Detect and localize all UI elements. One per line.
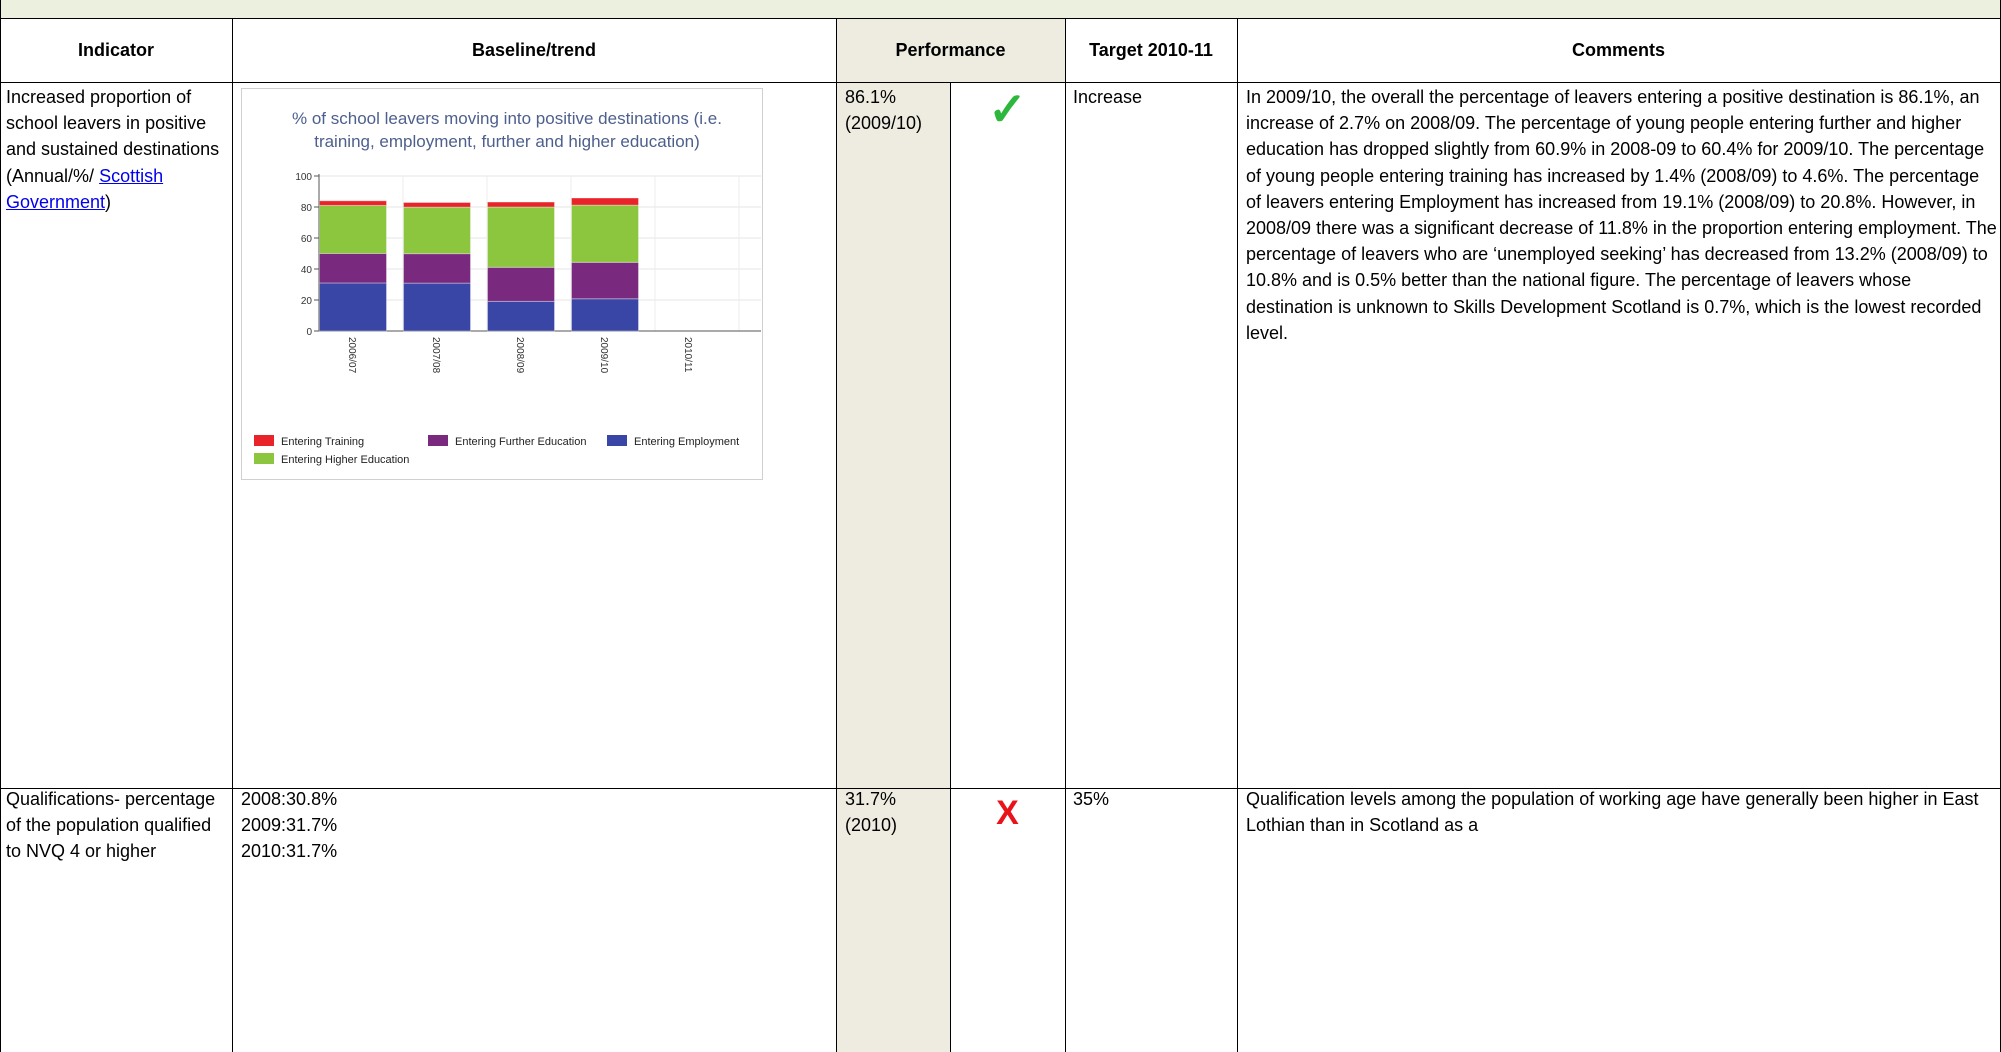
table-rule (950, 82, 951, 1052)
indicator-text: ) (105, 191, 112, 212)
bar-segment (487, 201, 555, 208)
status-icon: ✓ (988, 83, 1027, 135)
column-header: Comments (1571, 40, 1665, 60)
table-rule (0, 0, 1, 1052)
bar-segment (319, 200, 387, 206)
table-rule (0, 82, 2001, 83)
chart-frame: 0 20 40 60 80 100 2006/07 2007/08 2008/09 2009/10… (241, 88, 763, 480)
y-tick-label: 40 (301, 265, 313, 276)
x-tick-label: 2006/07 (346, 337, 357, 374)
indicator-text: Increased proportion of school leavers i… (6, 87, 220, 186)
status-icon: X (996, 794, 1019, 832)
y-tick-label: 0 (306, 327, 312, 338)
target-cell: Increase (1073, 87, 1143, 107)
bar-segment (571, 197, 639, 206)
column-header: Performance (895, 40, 1006, 60)
indicator-cell: Increased proportion of school leavers i… (6, 84, 228, 215)
y-tick-label: 80 (301, 203, 313, 214)
x-tick-label: 2008/09 (514, 337, 525, 374)
baseline-line: 2008:30.8% (241, 789, 338, 809)
performance-value: 31.7% (845, 789, 897, 809)
x-tick-label: 2007/08 (430, 337, 441, 374)
legend-label: Entering Further Education (455, 436, 586, 448)
bar-segment (571, 261, 639, 300)
performance-period: (2009/10) (845, 113, 923, 134)
bar-segment (403, 253, 471, 284)
y-tick-label: 20 (301, 296, 313, 307)
bar-segment (319, 282, 387, 332)
column-header: Target 2010-11 (1089, 40, 1213, 60)
performance-cell: 86.1% (2009/10) (845, 84, 945, 136)
target-cell: 35% (1073, 789, 1110, 809)
chart-title: % of school leavers moving into positive… (292, 109, 722, 151)
table-rule (232, 19, 233, 1052)
baseline-line: 2009:31.7% (241, 815, 338, 836)
bar-segment (487, 300, 555, 332)
performance-value: 86.1% (845, 87, 897, 107)
table-rule (1237, 19, 1238, 1052)
bar-segment (319, 253, 387, 284)
legend-swatch (428, 435, 448, 446)
performance-period: (2010) (845, 815, 898, 836)
bar-segment (571, 298, 639, 332)
legend-label: Entering Higher Education (281, 454, 409, 466)
baseline-cell: 2008:30.8% 2009:31.7% 2010:31.7% (241, 786, 831, 865)
performance-cell: 31.7% (2010) (845, 786, 945, 838)
comments-cell: In 2009/10, the overall the percentage o… (1246, 87, 1997, 343)
bar-segment (487, 266, 555, 302)
y-tick-label: 100 (295, 172, 312, 183)
column-header: Indicator (77, 40, 154, 60)
baseline-line: 2010:31.7% (241, 841, 338, 862)
table-rule (1065, 19, 1066, 1052)
top-band (0, 0, 2001, 19)
bar-segment (403, 282, 471, 332)
indicator-cell: Qualifications- percentage of the popula… (6, 789, 216, 862)
legend-swatch (254, 435, 274, 446)
legend-swatch (254, 453, 274, 464)
source-link[interactable]: Scottish Government (6, 165, 164, 212)
performance-header-bg (836, 19, 1065, 82)
performance-column-bg (836, 82, 950, 1052)
x-tick-label: 2010/11 (682, 337, 693, 373)
chart: 0 20 40 60 80 100 2006/07 2007/08 2008/09 2009/10… (254, 172, 761, 466)
table-rule (0, 788, 2001, 789)
bar-segment (487, 206, 555, 268)
bar-segment (571, 204, 639, 263)
bar-segment (403, 206, 471, 255)
bar-segment (319, 204, 387, 254)
x-tick-label: 2009/10 (598, 337, 609, 374)
legend-swatch (607, 435, 627, 446)
legend-label: Entering Training (281, 436, 364, 448)
bar-segment (403, 202, 471, 208)
legend-label: Entering Employment (634, 436, 739, 448)
table-rule (836, 19, 837, 1052)
y-tick-label: 60 (301, 234, 313, 245)
column-header: Baseline/trend (471, 40, 597, 60)
comments-cell: Qualification levels among the populatio… (1246, 789, 1979, 836)
